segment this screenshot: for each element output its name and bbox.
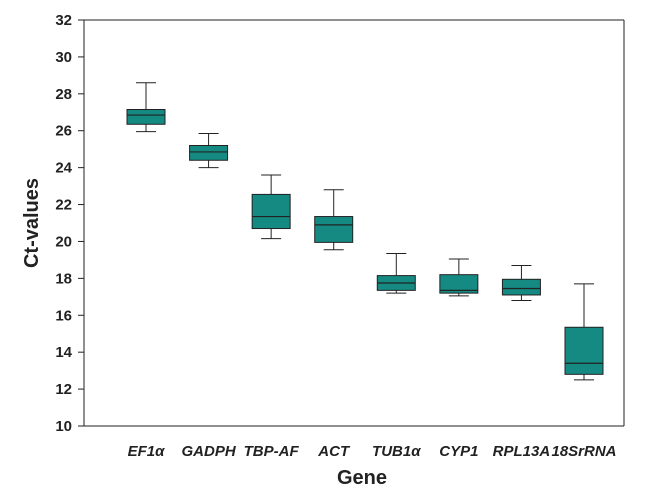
x-tick-label: TBP-AF	[244, 443, 300, 460]
y-tick-label: 32	[55, 12, 72, 29]
box-RPL13A	[501, 264, 541, 302]
iqr-box	[189, 144, 229, 161]
y-tick-label: 18	[55, 270, 72, 287]
y-tick-label: 14	[55, 344, 72, 361]
iqr-box	[126, 109, 166, 125]
x-tick-label: GADPH	[181, 443, 236, 460]
y-tick-label: 12	[55, 381, 72, 398]
iqr-box	[314, 216, 354, 243]
box-TUB1α	[376, 252, 416, 294]
iqr-box	[251, 193, 291, 230]
y-axis-title: Ct-values	[21, 178, 43, 268]
axes	[83, 19, 625, 427]
x-axis-title: Gene	[337, 467, 387, 489]
iqr-box	[439, 274, 479, 294]
y-tick-label: 26	[55, 123, 72, 140]
x-tick-label: EF1α	[128, 443, 166, 460]
y-tick-label: 28	[55, 86, 72, 103]
x-tick-label: RPL13A	[493, 443, 551, 460]
y-tick-label: 24	[55, 160, 72, 177]
box-GADPH	[189, 132, 229, 169]
box-EF1α	[126, 82, 166, 133]
y-tick-label: 30	[55, 49, 72, 66]
y-tick-label: 22	[55, 197, 72, 214]
y-tick-label: 10	[55, 418, 72, 435]
iqr-box	[564, 326, 604, 375]
iqr-box	[501, 278, 541, 296]
y-tick-label: 20	[55, 233, 72, 250]
x-tick-label: 18SrRNA	[551, 443, 616, 460]
x-tick-label: CYP1	[439, 443, 478, 460]
box-TBP-AF	[251, 174, 291, 240]
box-ACT	[314, 189, 354, 251]
x-tick-label: TUB1α	[372, 443, 421, 460]
box-18SrRNA	[564, 283, 604, 381]
x-tick-labels: EF1α GADPH TBP-AF ACT TUB1α CYP1 RPL13A 18SrRNA	[128, 443, 617, 460]
y-tick-label: 16	[55, 307, 72, 324]
y-ticks: 10 12 14 16 18 20 22 24 26 28 30 32	[55, 12, 84, 435]
x-tick-label: ACT	[317, 443, 351, 460]
box-CYP1	[439, 258, 479, 297]
boxes	[126, 82, 604, 381]
